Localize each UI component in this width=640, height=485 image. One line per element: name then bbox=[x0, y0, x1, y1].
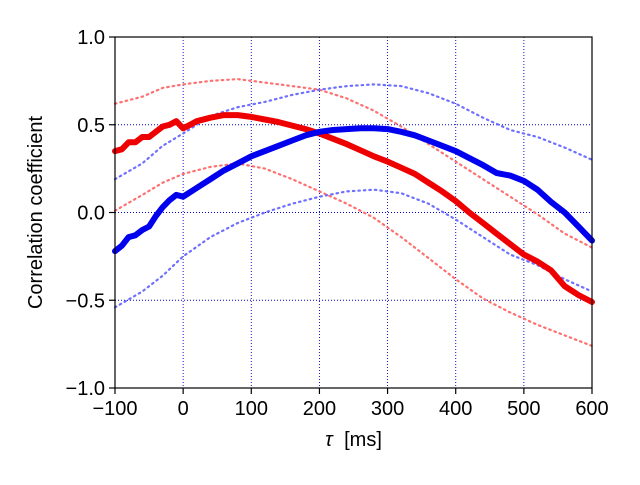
x-tick-label: 300 bbox=[371, 398, 404, 420]
x-axis-label: τ [ms] bbox=[325, 429, 382, 451]
series-line-dotted-2 bbox=[113, 78, 594, 249]
grid bbox=[115, 37, 592, 388]
x-axis-label-symbol: τ bbox=[325, 429, 334, 451]
x-axis-label-unit: [ms] bbox=[344, 429, 382, 451]
x-tick-label: 0 bbox=[178, 398, 189, 420]
series-line-1 bbox=[112, 125, 595, 255]
x-tick-label: −100 bbox=[92, 398, 137, 420]
series-line-0 bbox=[112, 112, 595, 305]
y-tick-label: 0.0 bbox=[77, 203, 105, 225]
x-tick-label: 200 bbox=[303, 398, 336, 420]
y-tick-label: −1.0 bbox=[66, 378, 105, 400]
series-line-dotted-5 bbox=[113, 188, 594, 309]
x-tick-label: 400 bbox=[439, 398, 472, 420]
x-tick-label: 600 bbox=[575, 398, 608, 420]
y-tick-label: 1.0 bbox=[77, 27, 105, 49]
axis-ticks: −100 0 100 200 300 400 500 600 −1.0 −0.5 0.0 0.5 1.0 bbox=[66, 27, 609, 420]
y-tick-label: −0.5 bbox=[66, 290, 105, 312]
series-line-dotted-4 bbox=[113, 83, 594, 181]
y-axis-label: Correlation coefficient bbox=[25, 116, 47, 310]
x-tick-label: 500 bbox=[507, 398, 540, 420]
x-tick-label: 100 bbox=[235, 398, 268, 420]
series-group bbox=[112, 78, 595, 347]
y-tick-label: 0.5 bbox=[77, 115, 105, 137]
series-line-dotted-3 bbox=[113, 162, 594, 347]
